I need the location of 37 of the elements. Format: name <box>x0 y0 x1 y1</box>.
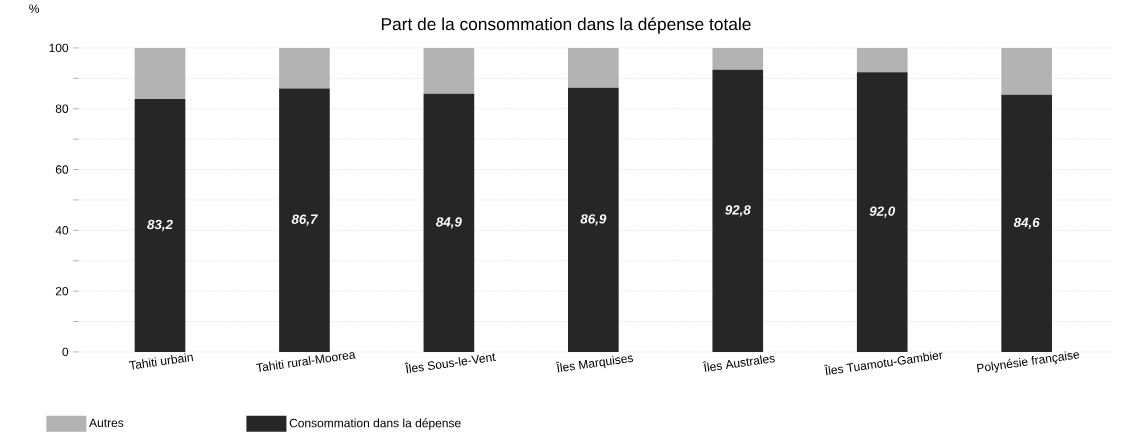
x-tick-label: Îles Marquises <box>555 355 634 373</box>
bar <box>423 48 475 95</box>
bar <box>712 48 764 71</box>
data-label: 84,6 <box>1013 217 1040 230</box>
x-tick-label: Tahiti urbain <box>128 353 194 370</box>
x-tick-label: Îles Sous-le-Vent <box>404 353 496 374</box>
x-tick-label: Tahiti rural-Moorea <box>255 352 356 372</box>
bar <box>134 99 186 353</box>
y-tick-label: 60 <box>55 165 69 175</box>
bar <box>568 88 619 353</box>
y-tick-label: 40 <box>55 226 69 235</box>
y-tick-label: 0 <box>62 347 69 357</box>
y-tick-label: 100 <box>49 43 69 53</box>
chart-title: Part de la consommation dans la dépense totale <box>381 17 751 34</box>
bar <box>568 48 619 88</box>
legend-label: Consommation dans la dépense <box>289 418 461 430</box>
y-tick-label: 80 <box>55 104 69 114</box>
bar <box>712 70 764 353</box>
data-label: 86,7 <box>291 214 318 227</box>
bar <box>1001 94 1053 353</box>
bar <box>423 94 475 353</box>
data-label: 84,9 <box>436 217 462 229</box>
y-tick-label: 20 <box>55 287 69 296</box>
bar <box>279 88 330 353</box>
bar <box>134 48 186 100</box>
data-label: 86,9 <box>580 214 607 226</box>
x-tick-label: Polynésie française <box>976 351 1080 373</box>
data-label: 92,8 <box>725 205 751 217</box>
legend-label: Autres <box>89 418 124 428</box>
data-label: 83,2 <box>147 220 173 232</box>
bar <box>856 48 908 73</box>
bar <box>1001 48 1053 95</box>
bar <box>856 72 908 353</box>
bar <box>279 48 330 89</box>
x-tick-label: Îles Australes <box>702 355 775 373</box>
y-axis-title: % <box>29 4 40 14</box>
data-label: 92,0 <box>869 206 896 219</box>
